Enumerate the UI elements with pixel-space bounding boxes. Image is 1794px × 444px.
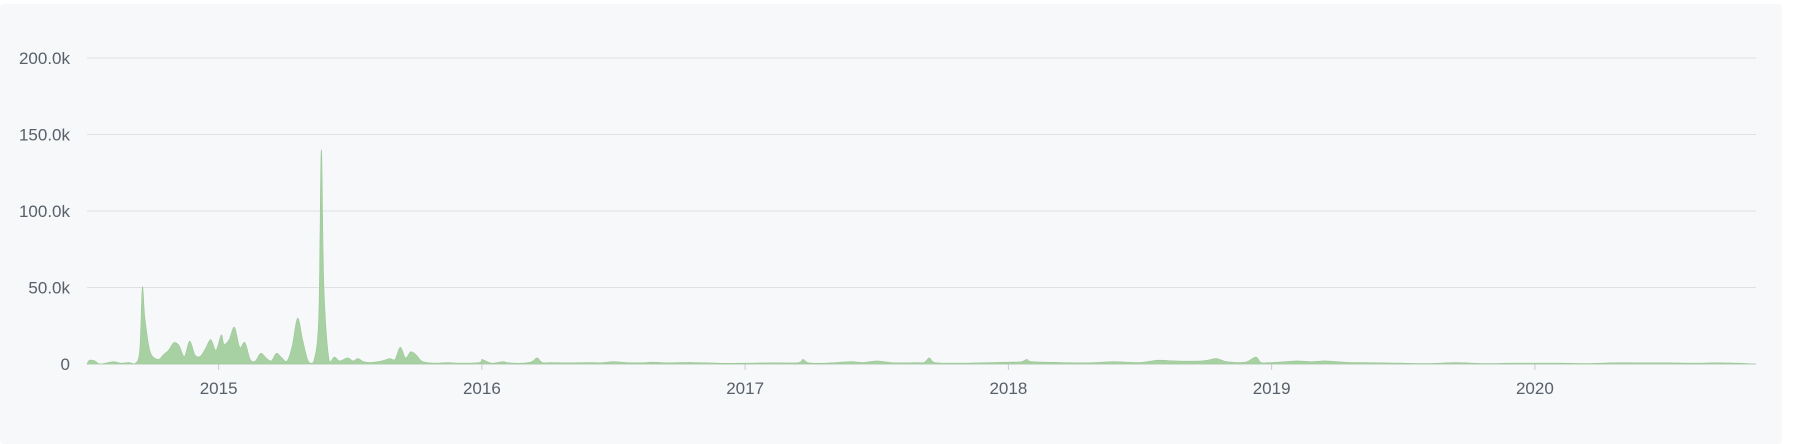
x-tick-label: 2016 [463, 379, 501, 398]
x-tick-label: 2017 [726, 379, 764, 398]
y-tick-label: 100.0k [19, 202, 71, 221]
y-tick-label: 50.0k [28, 279, 70, 298]
y-tick-label: 200.0k [19, 49, 71, 68]
x-tick-label: 2020 [1516, 379, 1554, 398]
x-tick-label: 2019 [1253, 379, 1291, 398]
commits-area-series [86, 149, 1757, 365]
y-tick-label: 0 [61, 355, 70, 374]
x-tick-label: 2018 [989, 379, 1027, 398]
chart-panel [0, 4, 1782, 444]
y-tick-label: 150.0k [19, 126, 71, 145]
x-tick-label: 2015 [200, 379, 238, 398]
